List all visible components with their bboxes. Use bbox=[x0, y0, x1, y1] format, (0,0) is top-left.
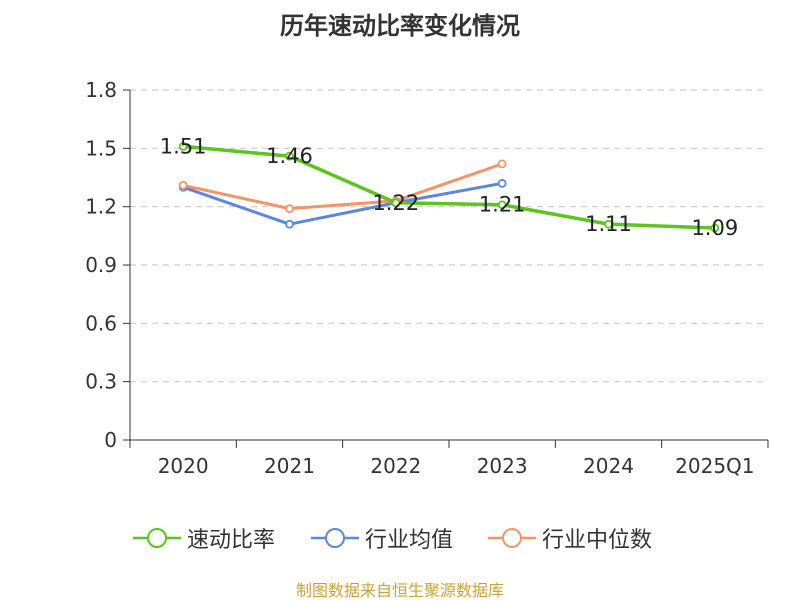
legend-marker-industry-mean bbox=[311, 528, 359, 548]
data-point-0 bbox=[391, 198, 401, 208]
data-label: 1.22 bbox=[372, 191, 419, 215]
data-label: 1.46 bbox=[266, 144, 313, 168]
legend-label-industry-median: 行业中位数 bbox=[542, 528, 653, 553]
legend: 速动比率 行业均值 行业中位数 bbox=[0, 520, 800, 556]
grid-lines bbox=[130, 89, 768, 383]
x-tick-label: 2022 bbox=[370, 454, 421, 478]
data-labels: 1.51 1.46 1.22 1.21 1.11 1.09 bbox=[160, 134, 738, 240]
series-line-2 bbox=[182, 162, 503, 211]
axes: 0 0.3 0.6 0.9 1.2 1.5 1.8 2020 2021 2022 2023 2024 2… bbox=[85, 78, 769, 478]
y-tick-label: 0.9 bbox=[85, 253, 117, 277]
y-tick-label: 1.5 bbox=[85, 136, 117, 160]
legend-label-quick-ratio: 速动比率 bbox=[187, 528, 276, 553]
data-label: 1.11 bbox=[585, 212, 632, 236]
data-point-2 bbox=[178, 180, 188, 190]
data-source-note: 制图数据来自恒生聚源数据库 bbox=[295, 581, 504, 600]
legend-label-industry-mean: 行业均值 bbox=[365, 528, 454, 553]
y-tick-label: 0.3 bbox=[85, 370, 117, 394]
y-tick-label: 0 bbox=[104, 428, 117, 452]
series-line-0 bbox=[183, 144, 715, 230]
legend-marker-quick-ratio bbox=[133, 528, 181, 548]
y-tick-label: 1.2 bbox=[85, 195, 117, 219]
data-point-2 bbox=[497, 159, 507, 169]
legend-item-industry-median[interactable]: 行业中位数 bbox=[488, 520, 652, 556]
x-tick-label: 2025Q1 bbox=[675, 454, 754, 478]
x-tick-label: 2020 bbox=[158, 454, 209, 478]
series-line-1 bbox=[182, 181, 503, 226]
chart-title: 历年速动比率变化情况 bbox=[280, 12, 520, 40]
data-point-0 bbox=[497, 200, 507, 210]
data-point-1 bbox=[285, 219, 294, 229]
y-tick-label: 1.8 bbox=[85, 78, 117, 102]
data-point-0 bbox=[285, 151, 294, 161]
legend-item-industry-mean[interactable]: 行业均值 bbox=[311, 520, 453, 556]
y-tick-label: 0.6 bbox=[85, 311, 117, 335]
line-chart: 0 0.3 0.6 0.9 1.2 1.5 1.8 2020 2021 2022 2023 2024 2… bbox=[85, 78, 769, 478]
series-lines bbox=[178, 141, 720, 233]
data-label: 1.51 bbox=[160, 134, 207, 158]
x-tick-label: 2024 bbox=[583, 454, 634, 478]
data-point-0 bbox=[604, 219, 613, 229]
data-point-1 bbox=[497, 178, 507, 188]
x-tick-label: 2021 bbox=[264, 454, 315, 478]
data-label: 1.21 bbox=[479, 193, 526, 217]
data-point-0 bbox=[710, 223, 720, 233]
data-point-0 bbox=[178, 141, 188, 151]
x-tick-label: 2023 bbox=[477, 454, 528, 478]
data-label: 1.09 bbox=[691, 216, 738, 240]
data-point-2 bbox=[285, 204, 294, 214]
legend-item-quick-ratio[interactable]: 速动比率 bbox=[133, 520, 275, 556]
legend-marker-industry-median bbox=[488, 528, 536, 548]
